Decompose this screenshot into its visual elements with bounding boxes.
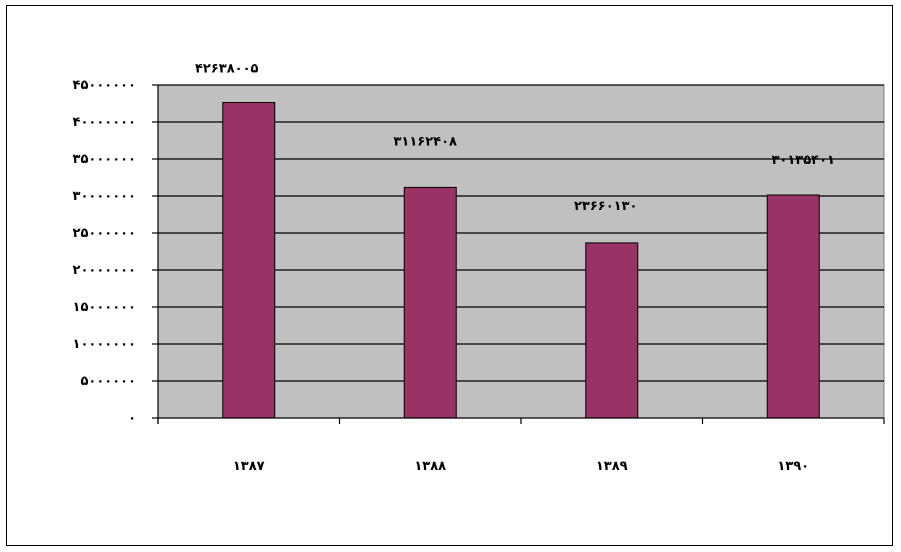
bar-2 bbox=[585, 242, 639, 419]
value-label-2: ۲۳۶۶۰۱۳۰ bbox=[574, 199, 637, 214]
bar-0 bbox=[222, 101, 276, 419]
x-category-label-1: ۱۳۸۸ bbox=[414, 459, 446, 474]
x-category-label-2: ۱۳۸۹ bbox=[596, 459, 628, 474]
value-label-3: ۳۰۱۳۵۴۰۱ bbox=[772, 153, 835, 168]
bar-1 bbox=[403, 186, 457, 419]
x-category-label-3: ۱۳۹۰ bbox=[777, 459, 809, 474]
y-tick-label-6: ۳۰۰۰۰۰۰۰ bbox=[73, 189, 136, 204]
x-axis-ticks: ۱۳۸۷ ۱۳۸۸ ۱۳۸۹ ۱۳۹۰ bbox=[157, 418, 885, 474]
value-label-1: ۳۱۱۶۲۴۰۸ bbox=[394, 134, 458, 149]
y-tick-label-7: ۳۵۰۰۰۰۰۰ bbox=[73, 152, 136, 167]
y-tick-label-1: ۵۰۰۰۰۰۰ bbox=[80, 374, 136, 389]
y-tick-label-9: ۴۵۰۰۰۰۰۰ bbox=[73, 78, 136, 93]
y-tick-label-8: ۴۰۰۰۰۰۰۰ bbox=[73, 115, 136, 130]
bars bbox=[222, 101, 820, 419]
y-axis-ticks: ۰ ۵۰۰۰۰۰۰ ۱۰۰۰۰۰۰۰ ۱۵۰۰۰۰۰۰ ۲۰۰۰۰۰۰۰ ۲۵۰۰۰۰۰۰… bbox=[73, 78, 158, 426]
y-tick-label-3: ۱۵۰۰۰۰۰۰ bbox=[73, 300, 136, 315]
value-labels: ۴۲۶۳۸۰۰۵ ۳۱۱۶۲۴۰۸ ۲۳۶۶۰۱۳۰ ۳۰۱۳۵۴۰۱ bbox=[195, 61, 835, 213]
x-category-label-0: ۱۳۸۷ bbox=[233, 459, 265, 474]
gridlines bbox=[158, 84, 884, 382]
y-tick-label-4: ۲۰۰۰۰۰۰۰ bbox=[73, 263, 136, 278]
plot-area bbox=[157, 84, 885, 419]
y-tick-label-2: ۱۰۰۰۰۰۰۰ bbox=[73, 337, 136, 352]
bar-3 bbox=[766, 194, 820, 419]
y-tick-label-5: ۲۵۰۰۰۰۰۰ bbox=[73, 226, 136, 241]
value-label-0: ۴۲۶۳۸۰۰۵ bbox=[195, 61, 259, 76]
y-tick-label-0: ۰ bbox=[128, 411, 136, 426]
